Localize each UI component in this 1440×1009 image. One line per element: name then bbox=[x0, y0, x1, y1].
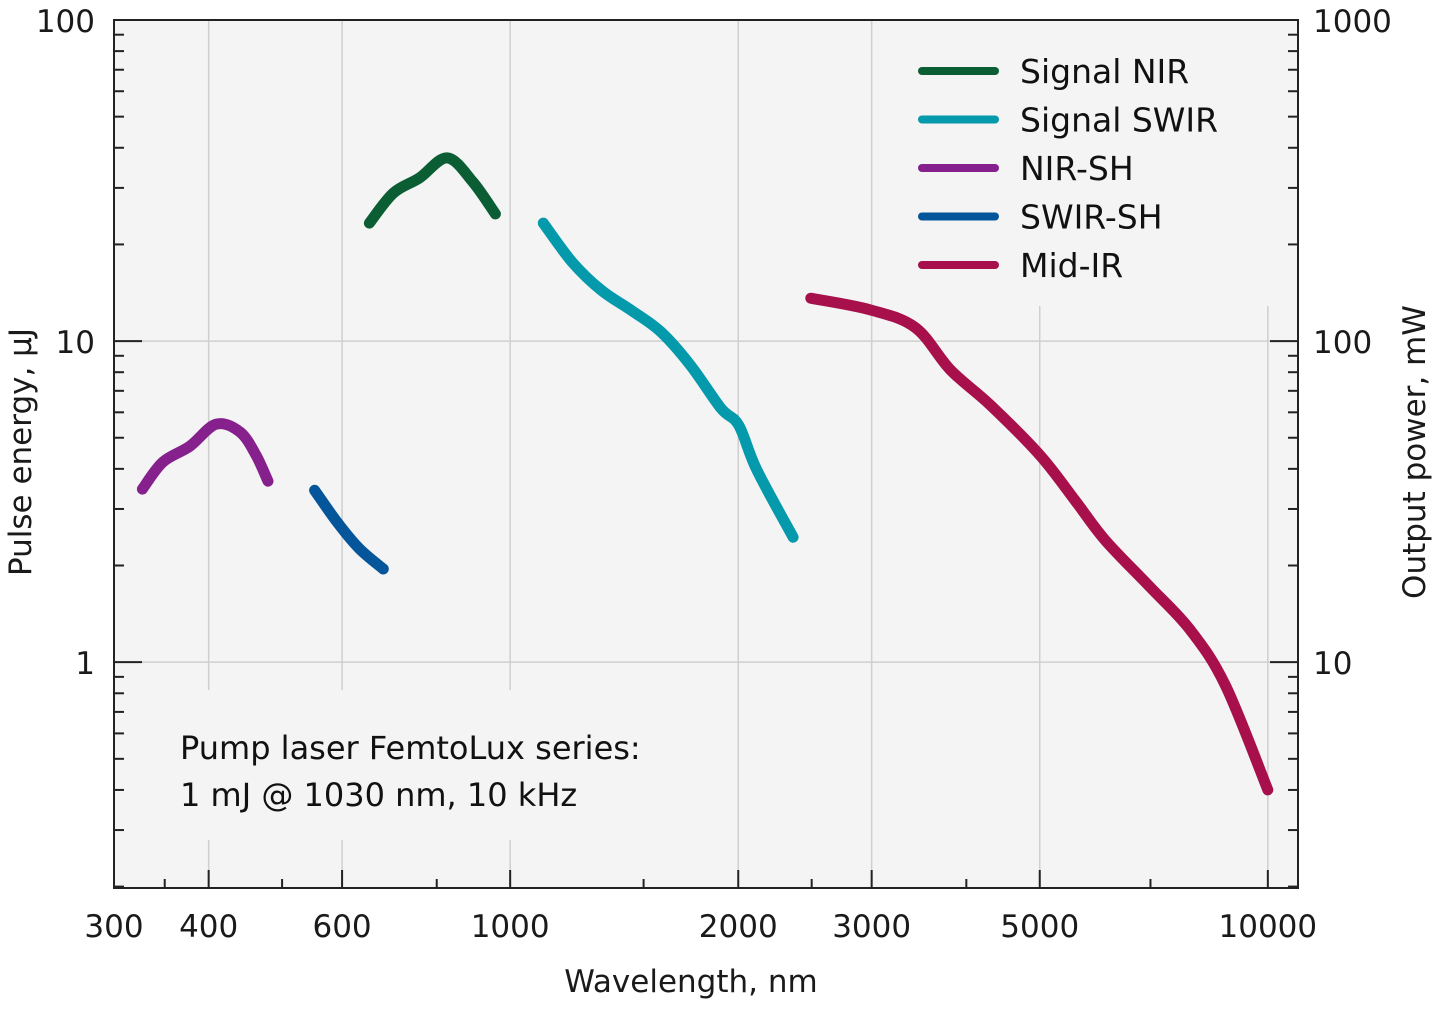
axis-ticks bbox=[113, 19, 1298, 888]
x-tick-labels: 300 400 600 1000 2000 3000 5000 10000 bbox=[84, 909, 1317, 945]
legend: Signal NIR Signal SWIR NIR-SH SWIR-SH Mid-IR bbox=[918, 52, 1218, 285]
legend-label: SWIR-SH bbox=[1020, 198, 1163, 237]
y2-tick-labels: 10 100 1000 bbox=[1313, 4, 1392, 682]
y-tick-label: 10 bbox=[56, 325, 95, 361]
y2-tick-label: 1000 bbox=[1313, 4, 1392, 40]
series-line-mid-ir bbox=[805, 292, 1274, 796]
x-tick-label: 600 bbox=[312, 909, 371, 945]
legend-item-swir-sh: SWIR-SH bbox=[918, 198, 1163, 237]
x-tick-label: 400 bbox=[179, 909, 238, 945]
y-tick-labels: 1 10 100 bbox=[36, 4, 95, 682]
series-line-signal-nir bbox=[363, 152, 501, 229]
y2-tick-label: 100 bbox=[1313, 325, 1372, 361]
x-tick-label: 5000 bbox=[1000, 909, 1079, 945]
annotation-line-2: 1 mJ @ 1030 nm, 10 kHz bbox=[180, 776, 577, 814]
x-tick-label: 300 bbox=[84, 909, 143, 945]
x-tick-label: 1000 bbox=[471, 909, 550, 945]
legend-label: Signal SWIR bbox=[1020, 101, 1218, 140]
series-line-swir-sh bbox=[309, 484, 389, 575]
series-line-nir-sh bbox=[136, 418, 274, 495]
series-line-signal-swir bbox=[537, 217, 799, 543]
legend-label: Signal NIR bbox=[1020, 52, 1189, 91]
x-tick-label: 10000 bbox=[1219, 909, 1318, 945]
plot-frame bbox=[113, 19, 1299, 889]
annotation-mask bbox=[160, 690, 680, 840]
legend-item-signal-swir: Signal SWIR bbox=[918, 101, 1218, 140]
y2-axis-title: Output power, mW bbox=[1397, 305, 1433, 599]
pump-annotation: Pump laser FemtoLux series: 1 mJ @ 1030 … bbox=[180, 729, 641, 814]
annotation-line-1: Pump laser FemtoLux series: bbox=[180, 729, 641, 767]
x-axis-title: Wavelength, nm bbox=[564, 964, 817, 1000]
series-layer bbox=[136, 152, 1274, 796]
legend-label: NIR-SH bbox=[1020, 149, 1134, 188]
y-axis-title: Pulse energy, µJ bbox=[3, 328, 39, 576]
y2-tick-label: 10 bbox=[1313, 646, 1352, 682]
x-tick-label: 2000 bbox=[699, 909, 778, 945]
x-tick-label: 3000 bbox=[832, 909, 911, 945]
legend-item-signal-nir: Signal NIR bbox=[918, 52, 1189, 91]
y-tick-label: 1 bbox=[75, 646, 95, 682]
legend-label: Mid-IR bbox=[1020, 246, 1123, 285]
legend-item-mid-ir: Mid-IR bbox=[918, 246, 1123, 285]
legend-item-nir-sh: NIR-SH bbox=[918, 149, 1134, 188]
y-tick-label: 100 bbox=[36, 4, 95, 40]
